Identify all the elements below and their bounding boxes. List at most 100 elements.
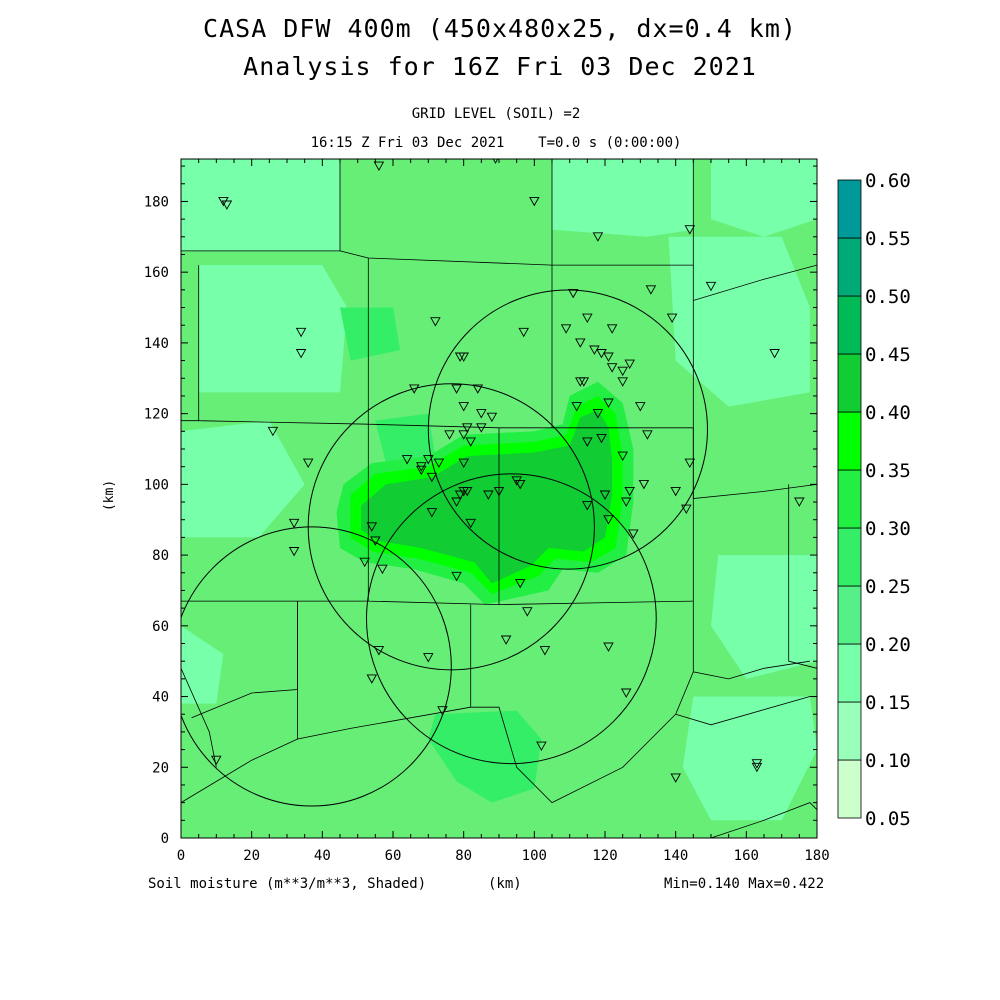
station-marker-35 [592,409,604,419]
county-boundaries [181,159,817,838]
station-marker-8 [645,285,657,295]
station-marker-72 [681,504,692,515]
county-line-3 [692,264,817,302]
station-marker-78 [288,518,300,529]
radar-ring-0 [427,289,708,570]
county-line-25 [675,696,811,726]
station-marker-99 [670,773,681,783]
station-marker-19 [575,338,586,348]
station-marker-55 [617,451,628,462]
x-tick-label: 60 [385,848,402,864]
y-tick-label: 140 [144,336,169,352]
station-marker-85 [377,564,388,575]
y-tick-label: 180 [144,194,169,210]
station-marker-91 [423,653,434,663]
station-marker-59 [458,458,469,469]
grid-level-label: GRID LEVEL (SOIL) =2 [411,106,581,122]
station-marker-49 [642,430,653,440]
station-marker-34 [571,402,582,412]
station-marker-75 [451,497,462,507]
y-tick-label: 80 [152,548,169,564]
station-marker-67 [599,490,611,500]
colorbar-swatch-0.25 [837,527,862,587]
station-marker-81 [628,529,639,539]
x-tick-label: 100 [522,848,547,864]
station-marker-28 [617,377,628,387]
station-marker-89 [500,635,512,645]
min-max-label: Min=0.140 Max=0.422 [664,876,825,892]
county-line-17 [181,668,217,768]
station-marker-39 [476,409,487,419]
station-marker-56 [684,458,696,469]
station-marker-42 [267,426,279,437]
station-marker-68 [620,497,632,507]
colorbar-label: 0.40 [865,402,911,424]
station-markers [211,159,805,783]
y-tick-label: 20 [152,760,169,776]
colorbar-swatch-0.15 [837,643,862,703]
station-marker-61 [514,479,526,490]
station-marker-36 [603,398,614,408]
station-marker-73 [794,497,805,507]
station-marker-18 [769,349,780,359]
colorbar-label: 0.60 [865,170,911,192]
station-marker-15 [430,317,441,327]
station-marker-25 [624,359,635,370]
station-marker-32 [451,384,462,394]
station-marker-24 [617,366,628,377]
station-marker-9 [567,288,579,299]
colorbar-swatch-0.55 [837,179,862,239]
colorbar-label: 0.50 [865,286,911,308]
colorbar-label: 0.25 [865,576,911,598]
colorbar-label: 0.05 [865,808,911,830]
station-marker-21 [596,349,607,359]
y-tick-label: 100 [144,477,169,493]
station-marker-37 [635,402,646,412]
county-line-1 [339,159,553,266]
station-marker-54 [416,465,427,476]
colorbar-swatch-0.40 [837,353,862,413]
x-tick-label: 0 [177,848,185,864]
station-marker-40 [461,423,473,433]
county-line-19 [297,601,471,740]
y-tick-label: 60 [152,619,169,635]
station-marker-88 [522,607,533,617]
station-marker-52 [433,458,445,469]
station-marker-13 [666,313,678,324]
station-marker-50 [401,455,413,465]
station-marker-45 [444,430,455,440]
station-marker-96 [437,706,448,716]
station-marker-80 [465,518,476,529]
station-marker-79 [366,522,378,532]
county-line-18 [181,738,298,803]
station-marker-69 [638,479,650,490]
station-marker-74 [426,508,438,518]
station-marker-16 [295,327,307,338]
station-marker-7 [705,281,717,292]
station-marker-46 [465,437,476,447]
station-marker-41 [486,412,498,423]
station-marker-11 [582,313,593,324]
field-label: Soil moisture (m**3/m**3, Shaded) [148,876,427,892]
colorbar-label: 0.45 [865,344,911,366]
station-marker-4 [529,196,540,207]
station-marker-48 [596,433,607,444]
valid-time-label: 16:15 Z Fri 03 Dec 2021 T=0.0 s (0:00:00… [310,135,682,151]
x-tick-label: 180 [804,848,829,864]
field-patch-1 [198,265,348,393]
colorbar-swatch-0.10 [837,701,862,761]
colorbar-swatch-0.05 [837,759,862,819]
station-marker-44 [476,423,487,433]
field-patch-11 [428,710,542,803]
colorbar-label: 0.35 [865,460,911,482]
station-marker-66 [483,490,494,500]
station-marker-5 [592,232,604,242]
county-line-24 [710,802,817,838]
radar-ring-3 [181,526,452,807]
station-marker-47 [582,437,593,447]
radar-ring-2 [366,473,657,765]
chart-title: CASA DFW 400m (450x480x25, dx=0.4 km) [203,14,797,43]
field-patch-5 [711,555,817,679]
chart-subtitle: Analysis for 16Z Fri 03 Dec 2021 [243,52,757,81]
